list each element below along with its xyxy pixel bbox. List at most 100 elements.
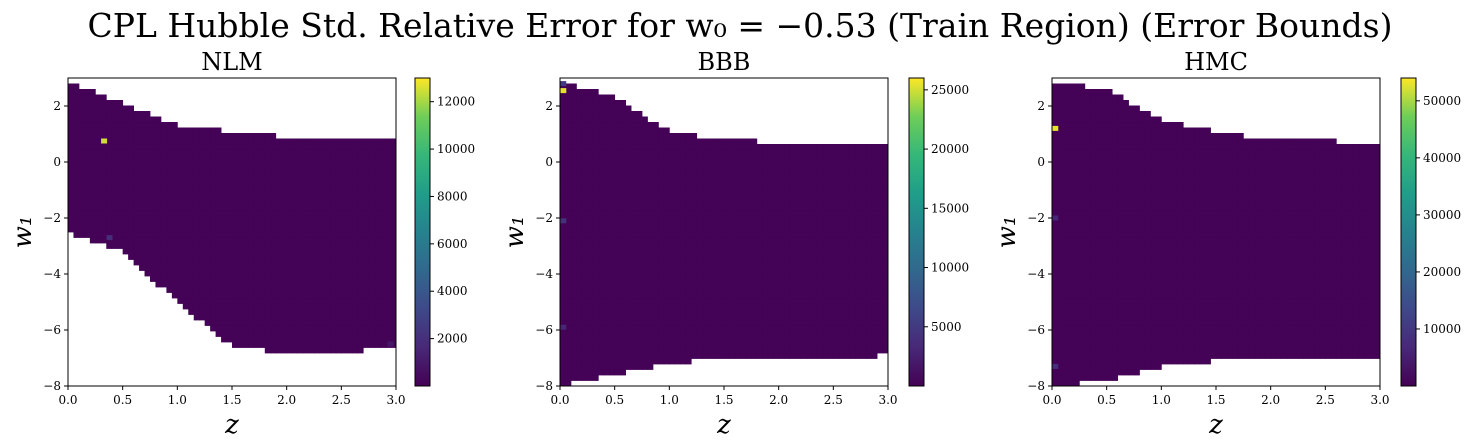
heatmap-cell: [652, 133, 659, 139]
heatmap-cell: [259, 303, 266, 310]
heatmap-cell: [707, 259, 714, 266]
heatmap-cell: [620, 325, 626, 332]
heatmap-cell: [314, 210, 320, 216]
heatmap-cell: [685, 292, 692, 299]
heatmap-cell: [811, 314, 818, 321]
heatmap-cell: [669, 281, 676, 288]
heatmap-cell: [297, 331, 304, 337]
heatmap-cell: [565, 89, 572, 95]
heatmap-cell: [674, 232, 681, 238]
heatmap-cell: [259, 243, 266, 249]
heatmap-cell: [89, 127, 96, 134]
heatmap-cell: [303, 204, 309, 211]
heatmap-cell: [281, 138, 288, 145]
heatmap-cell: [352, 254, 359, 260]
heatmap-cell: [78, 232, 85, 238]
heatmap-cell: [576, 292, 583, 299]
heatmap-cell: [795, 281, 801, 288]
heatmap-cell: [226, 204, 233, 211]
heatmap-cell: [319, 204, 326, 211]
heatmap-cell: [685, 199, 692, 205]
heatmap-cell: [756, 149, 763, 156]
heatmap-cell: [718, 243, 725, 249]
heatmap-cell: [379, 314, 386, 321]
heatmap-cell: [385, 259, 391, 266]
x-tick-label: 1.0: [168, 393, 187, 407]
heatmap-cell: [816, 204, 823, 211]
heatmap-cell: [631, 177, 637, 183]
heatmap-cell: [762, 331, 769, 337]
heatmap-cell: [603, 292, 610, 299]
heatmap-cell: [778, 281, 785, 288]
heatmap-cell: [1062, 287, 1069, 293]
heatmap-cell: [264, 171, 271, 178]
heatmap-cell: [849, 325, 856, 332]
heatmap-cell: [308, 281, 315, 288]
heatmap-cell: [734, 281, 741, 288]
heatmap-cell: [570, 325, 577, 332]
heatmap-cell: [150, 215, 156, 222]
heatmap-cell: [871, 325, 878, 332]
heatmap-cell: [210, 210, 216, 216]
heatmap-cell: [308, 325, 315, 332]
heatmap-cell: [1068, 177, 1075, 183]
heatmap-cell: [576, 331, 583, 337]
heatmap-cell: [598, 177, 605, 183]
heatmap-cell: [587, 160, 594, 167]
heatmap-cell: [330, 292, 337, 299]
heatmap-cell: [204, 281, 211, 288]
heatmap-cell: [811, 259, 818, 266]
heatmap-cell: [833, 177, 840, 183]
heatmap-cell: [264, 144, 271, 150]
heatmap-cell: [237, 254, 244, 260]
heatmap-cell: [324, 331, 331, 337]
heatmap-cell: [707, 243, 714, 249]
heatmap-cell: [144, 182, 151, 189]
heatmap-cell: [620, 353, 626, 359]
heatmap-cell: [882, 265, 889, 271]
heatmap-cell: [253, 331, 260, 337]
heatmap-cell: [674, 320, 681, 326]
outlier-cell: [387, 341, 394, 347]
heatmap-cell: [647, 259, 654, 266]
heatmap-cell: [89, 199, 96, 205]
heatmap-cell: [68, 226, 74, 233]
heatmap-cell: [800, 204, 807, 211]
heatmap-cell: [756, 177, 763, 183]
heatmap-cell: [341, 314, 348, 321]
heatmap-cell: [226, 320, 233, 326]
heatmap-cell: [374, 259, 380, 266]
heatmap-cell: [877, 331, 883, 337]
heatmap-cell: [631, 144, 637, 150]
heatmap-cell: [182, 276, 189, 282]
heatmap-cell: [177, 221, 184, 227]
heatmap-cell: [844, 204, 851, 211]
x-axis-label: z: [224, 410, 239, 440]
heatmap-cell: [592, 347, 599, 354]
heatmap-cell: [385, 193, 391, 200]
heatmap-cell: [346, 298, 353, 304]
heatmap-cell: [663, 331, 670, 337]
heatmap-cell: [352, 259, 359, 266]
heatmap-cell: [100, 226, 107, 233]
heatmap-cell: [1052, 105, 1058, 112]
heatmap-cell: [844, 265, 851, 271]
heatmap-cell: [215, 133, 222, 139]
heatmap-cell: [669, 287, 676, 293]
heatmap-cell: [614, 248, 621, 255]
heatmap-cell: [297, 259, 304, 266]
heatmap-cell: [100, 204, 107, 211]
heatmap-cell: [729, 226, 736, 233]
heatmap-cell: [1057, 259, 1064, 266]
heatmap-cell: [866, 226, 872, 233]
heatmap-cell: [718, 248, 725, 255]
heatmap-cell: [379, 303, 386, 310]
heatmap-cell: [685, 325, 692, 332]
heatmap-cell: [242, 193, 249, 200]
heatmap-cell: [363, 160, 370, 167]
heatmap-cell: [631, 336, 637, 343]
heatmap-cell: [286, 314, 293, 321]
heatmap-cell: [341, 303, 348, 310]
heatmap-cell: [609, 193, 616, 200]
heatmap-cell: [762, 336, 769, 343]
